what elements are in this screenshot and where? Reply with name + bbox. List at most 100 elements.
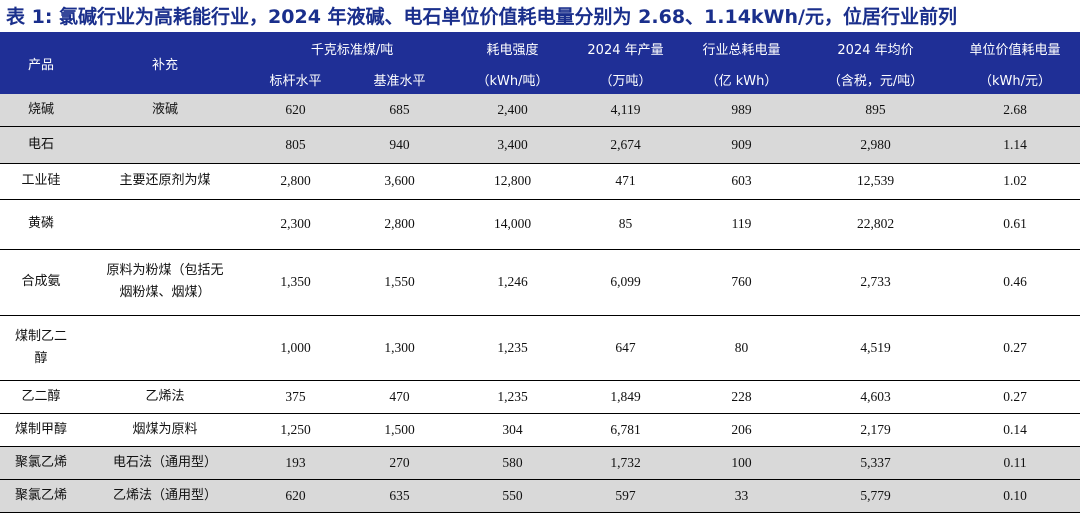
cell-baseline: 940 <box>343 126 457 164</box>
cell-output: 471 <box>569 163 683 200</box>
cell-total: 760 <box>682 249 802 316</box>
cell-unit: 0.10 <box>950 479 1080 513</box>
cell-supplement: 原料为粉煤（包括无 烟粉煤、烟煤） <box>82 249 248 316</box>
cell-product: 乙二醇 <box>0 380 82 414</box>
cell-intensity: 2,400 <box>456 94 570 127</box>
table-title: 表 1: 氯碱行业为高耗能行业，2024 年液碱、电石单位价值耗电量分别为 2.… <box>6 6 957 28</box>
cell-benchmark: 2,800 <box>248 163 343 200</box>
cell-intensity: 304 <box>456 413 570 447</box>
cell-price: 4,519 <box>801 315 951 381</box>
cell-unit: 0.61 <box>950 199 1080 250</box>
cell-unit: 0.46 <box>950 249 1080 316</box>
cell-unit: 1.02 <box>950 163 1080 200</box>
cell-supplement: 烟煤为原料 <box>82 413 248 447</box>
header-supplement: 补充 <box>82 32 248 94</box>
table-row: 煤制乙二 醇 1,000 1,300 1,235 647 80 4,519 0.… <box>0 315 1080 381</box>
cell-product-line-2: 醇 <box>34 350 48 366</box>
cell-product: 聚氯乙烯 <box>0 479 82 513</box>
cell-benchmark: 1,000 <box>248 315 343 381</box>
cell-intensity: 1,235 <box>456 380 570 414</box>
cell-product: 煤制乙二 醇 <box>0 315 82 381</box>
cell-supplement-line-2: 烟粉煤、烟煤） <box>119 285 211 300</box>
cell-baseline: 3,600 <box>343 163 457 200</box>
cell-total: 909 <box>682 126 802 164</box>
cell-unit: 2.68 <box>950 94 1080 127</box>
header-power-intensity-unit: （kWh/吨） <box>456 65 570 94</box>
header-baseline: 基准水平 <box>343 65 457 94</box>
table-row: 乙二醇 乙烯法 375 470 1,235 1,849 228 4,603 0.… <box>0 380 1080 414</box>
cell-output: 2,674 <box>569 126 683 164</box>
cell-output: 597 <box>569 479 683 513</box>
cell-price: 2,980 <box>801 126 951 164</box>
cell-intensity: 580 <box>456 446 570 480</box>
cell-baseline: 685 <box>343 94 457 127</box>
cell-output: 1,732 <box>569 446 683 480</box>
header-row-2: 标杆水平 基准水平 （kWh/吨） （万吨） （亿 kWh） （含税，元/吨） … <box>0 65 1080 94</box>
cell-product-line-1: 煤制乙二 <box>14 328 67 344</box>
cell-supplement <box>82 315 248 381</box>
cell-baseline: 470 <box>343 380 457 414</box>
cell-price: 895 <box>801 94 951 127</box>
header-price: 2024 年均价 <box>801 32 951 65</box>
table-row: 电石 805 940 3,400 2,674 909 2,980 1.14 <box>0 126 1080 164</box>
cell-benchmark: 1,350 <box>248 249 343 316</box>
cell-price: 5,337 <box>801 446 951 480</box>
cell-output: 647 <box>569 315 683 381</box>
table-row: 煤制甲醇 烟煤为原料 1,250 1,500 304 6,781 206 2,1… <box>0 413 1080 447</box>
cell-price: 2,179 <box>801 413 951 447</box>
cell-baseline: 1,300 <box>343 315 457 381</box>
cell-benchmark: 1,250 <box>248 413 343 447</box>
table-row: 聚氯乙烯 乙烯法（通用型） 620 635 550 597 33 5,779 0… <box>0 479 1080 513</box>
cell-benchmark: 193 <box>248 446 343 480</box>
cell-baseline: 2,800 <box>343 199 457 250</box>
cell-product: 煤制甲醇 <box>0 413 82 447</box>
cell-output: 6,781 <box>569 413 683 447</box>
header-total-power-unit: （亿 kWh） <box>682 65 802 94</box>
cell-product: 电石 <box>0 126 82 164</box>
cell-supplement: 电石法（通用型） <box>82 446 248 480</box>
header-total-power: 行业总耗电量 <box>682 32 802 65</box>
header-product: 产品 <box>0 32 82 94</box>
cell-total: 80 <box>682 315 802 381</box>
cell-supplement <box>82 199 248 250</box>
header-price-unit: （含税，元/吨） <box>801 65 951 94</box>
header-power-intensity: 耗电强度 <box>456 32 570 65</box>
cell-product: 聚氯乙烯 <box>0 446 82 480</box>
cell-unit: 0.11 <box>950 446 1080 480</box>
cell-benchmark: 2,300 <box>248 199 343 250</box>
cell-unit: 0.27 <box>950 315 1080 381</box>
cell-unit: 0.14 <box>950 413 1080 447</box>
cell-benchmark: 375 <box>248 380 343 414</box>
cell-price: 2,733 <box>801 249 951 316</box>
cell-total: 206 <box>682 413 802 447</box>
table-row: 黄磷 2,300 2,800 14,000 85 119 22,802 0.61 <box>0 199 1080 250</box>
cell-baseline: 1,550 <box>343 249 457 316</box>
cell-supplement: 乙烯法（通用型） <box>82 479 248 513</box>
cell-intensity: 550 <box>456 479 570 513</box>
cell-baseline: 635 <box>343 479 457 513</box>
cell-unit: 1.14 <box>950 126 1080 164</box>
cell-price: 12,539 <box>801 163 951 200</box>
cell-unit: 0.27 <box>950 380 1080 414</box>
cell-benchmark: 805 <box>248 126 343 164</box>
cell-supplement <box>82 126 248 164</box>
table-row: 工业硅 主要还原剂为煤 2,800 3,600 12,800 471 603 1… <box>0 163 1080 200</box>
cell-output: 1,849 <box>569 380 683 414</box>
cell-output: 85 <box>569 199 683 250</box>
cell-total: 989 <box>682 94 802 127</box>
energy-consumption-table: 产品 补充 千克标准煤/吨 耗电强度 2024 年产量 行业总耗电量 2024 … <box>0 32 1080 513</box>
header-coal-group: 千克标准煤/吨 <box>248 32 457 65</box>
cell-price: 4,603 <box>801 380 951 414</box>
cell-price: 22,802 <box>801 199 951 250</box>
cell-total: 228 <box>682 380 802 414</box>
cell-total: 100 <box>682 446 802 480</box>
header-row-1: 产品 补充 千克标准煤/吨 耗电强度 2024 年产量 行业总耗电量 2024 … <box>0 32 1080 94</box>
cell-intensity: 1,235 <box>456 315 570 381</box>
cell-intensity: 1,246 <box>456 249 570 316</box>
cell-benchmark: 620 <box>248 479 343 513</box>
header-unit-value-power: 单位价值耗电量 <box>950 32 1080 65</box>
table-row: 烧碱 液碱 620 685 2,400 4,119 989 895 2.68 <box>0 94 1080 127</box>
cell-supplement: 主要还原剂为煤 <box>82 163 248 200</box>
cell-product: 工业硅 <box>0 163 82 200</box>
header-benchmark: 标杆水平 <box>248 65 343 94</box>
